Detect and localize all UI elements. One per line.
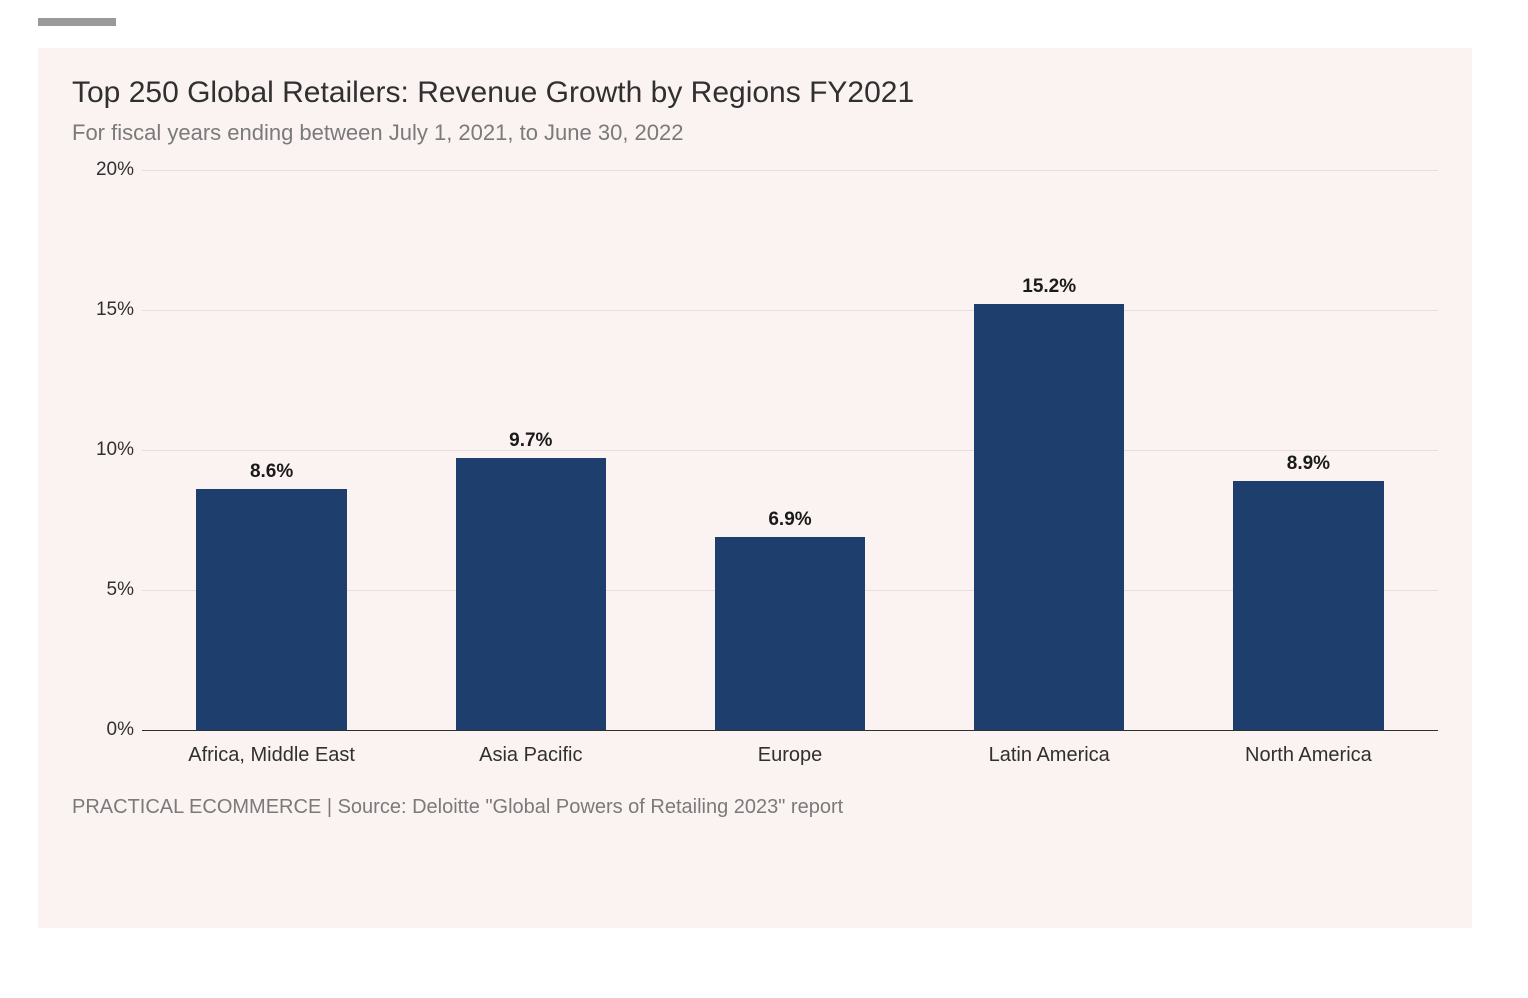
y-tick-label: 0% — [107, 719, 134, 741]
bar-value-label: 8.6% — [250, 461, 293, 483]
chart-subtitle: For fiscal years ending between July 1, … — [72, 120, 1438, 146]
bar-slot: 15.2% — [920, 170, 1179, 730]
y-axis: 0%5%10%15%20% — [72, 170, 142, 730]
bar: 6.9% — [715, 537, 865, 730]
bar: 8.9% — [1233, 481, 1383, 730]
chart-title: Top 250 Global Retailers: Revenue Growth… — [72, 76, 1438, 110]
y-tick-label: 5% — [107, 579, 134, 601]
plot-area: 0%5%10%15%20% 8.6%9.7%6.9%15.2%8.9% Afri… — [72, 170, 1438, 790]
bar-slot: 8.9% — [1179, 170, 1438, 730]
bar-slot: 8.6% — [142, 170, 401, 730]
bar-value-label: 8.9% — [1287, 453, 1330, 475]
x-axis-label: Asia Pacific — [401, 744, 660, 767]
bar-slot: 9.7% — [401, 170, 660, 730]
y-tick-label: 10% — [96, 439, 134, 461]
bar-slot: 6.9% — [660, 170, 919, 730]
x-axis-labels: Africa, Middle EastAsia PacificEuropeLat… — [142, 744, 1438, 767]
y-tick-label: 20% — [96, 159, 134, 181]
x-axis-label: Europe — [660, 744, 919, 767]
x-axis-label: North America — [1179, 744, 1438, 767]
bar-value-label: 9.7% — [509, 430, 552, 452]
decorative-top-bar — [38, 18, 116, 26]
chart-container: Top 250 Global Retailers: Revenue Growth… — [38, 48, 1472, 928]
bar-value-label: 15.2% — [1022, 276, 1076, 298]
bar: 15.2% — [974, 304, 1124, 730]
bar: 8.6% — [196, 489, 346, 730]
bar: 9.7% — [456, 458, 606, 730]
x-axis-label: Africa, Middle East — [142, 744, 401, 767]
x-axis-line — [142, 730, 1438, 731]
bar-value-label: 6.9% — [768, 509, 811, 531]
x-axis-label: Latin America — [920, 744, 1179, 767]
bars-area: 8.6% 9.7% 6.9% 15.2% 8.9% — [142, 170, 1438, 730]
y-tick-label: 15% — [96, 299, 134, 321]
chart-source: PRACTICAL ECOMMERCE | Source: Deloitte "… — [72, 796, 1438, 819]
